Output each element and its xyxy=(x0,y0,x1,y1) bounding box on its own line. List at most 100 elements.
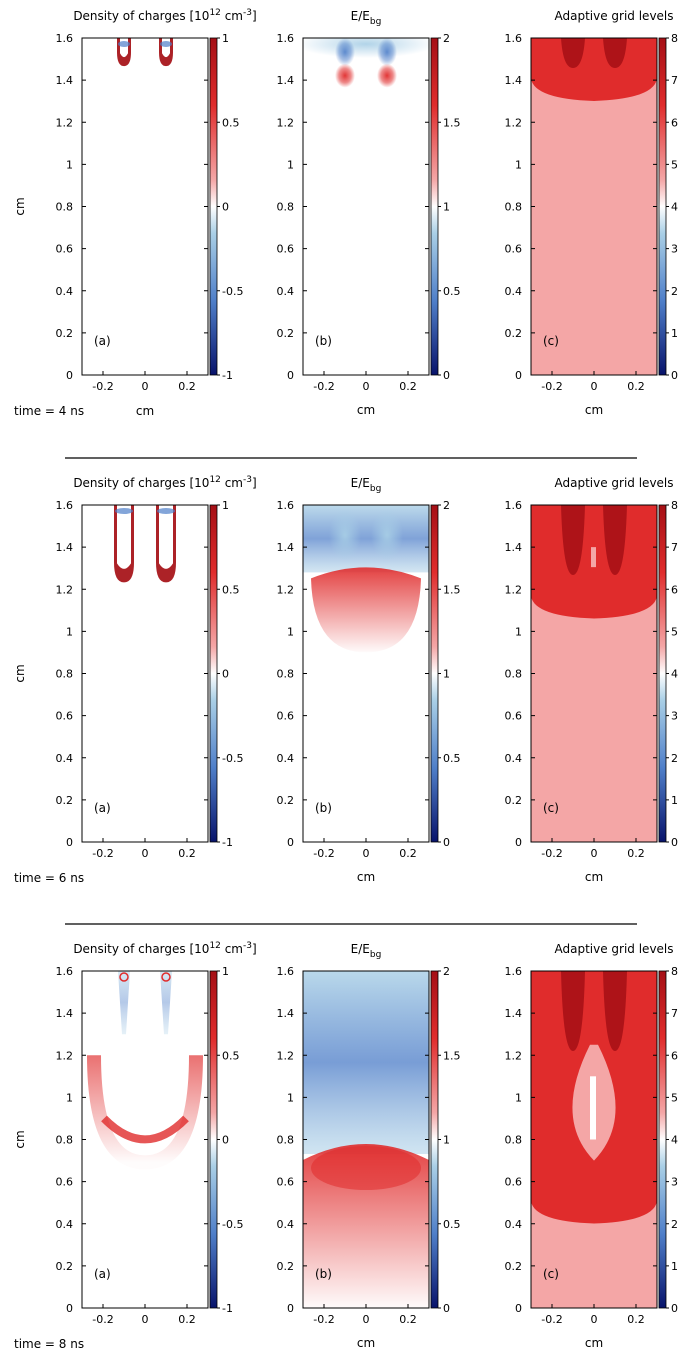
y-tick-label: 1.2 xyxy=(505,1049,523,1062)
panel-a: 0 0.2 0.4 0.6 0.8 1 1.2 1.4 1.6 -0.2 0 0.2 -1 -0.5 0 0.… xyxy=(13,8,257,418)
field-peak xyxy=(311,1146,421,1191)
y-tick-label: 0.6 xyxy=(56,710,74,723)
field-channel-1 xyxy=(335,38,355,66)
y-tick-label: 1.4 xyxy=(56,541,74,554)
panel-title: Density of charges [1012 cm-3] xyxy=(73,475,256,490)
colorbar-tick-label: 0.5 xyxy=(443,752,461,765)
y-tick-label: 0.2 xyxy=(277,1260,295,1273)
colorbar-tick-label: 1 xyxy=(671,794,678,807)
colorbar-tick-label: -0.5 xyxy=(222,1218,243,1231)
colorbar-tick-label: 6 xyxy=(671,1049,678,1062)
colorbar-tick-label: 8 xyxy=(671,32,678,45)
level-6-region xyxy=(531,38,657,101)
colorbar-tick-label: 0.5 xyxy=(222,1049,240,1062)
x-axis-label: cm xyxy=(585,870,603,884)
colorbar-tick-label: 2 xyxy=(443,499,450,512)
colorbar-tick-label: 0 xyxy=(671,836,678,849)
panel-label: (b) xyxy=(315,1267,332,1281)
x-axis-label: cm xyxy=(136,404,154,418)
colorbar-tick-label: 1 xyxy=(671,1260,678,1273)
y-tick-label: 1.2 xyxy=(277,1049,295,1062)
colorbar xyxy=(658,970,667,1309)
y-tick-label: 0.6 xyxy=(505,1176,523,1189)
colorbar-tick-label: 1 xyxy=(222,499,229,512)
charge-shell-front xyxy=(101,1115,189,1144)
panel-a: 0 0.2 0.4 0.6 0.8 1 1.2 1.4 1.6 -0.2 0 0.2 -1 -0.5 0 0.… xyxy=(13,475,257,860)
charge-channel-1 xyxy=(118,971,130,1035)
colorbar-tick-label: 0 xyxy=(671,369,678,382)
x-tick-label: 0.2 xyxy=(178,1313,196,1326)
panel-title: Adaptive grid levels xyxy=(554,476,673,490)
panel-title: Adaptive grid levels xyxy=(554,9,673,23)
colorbar-tick-label: 1.5 xyxy=(443,583,461,596)
panel-label: (a) xyxy=(94,334,111,348)
x-tick-label: 0.2 xyxy=(399,380,417,393)
panel-a: 0 0.2 0.4 0.6 0.8 1 1.2 1.4 1.6 -0.2 0 0.2 -1 -0.5 0 0.… xyxy=(13,941,257,1326)
y-tick-label: 0.2 xyxy=(505,327,523,340)
panel-title: E/Ebg xyxy=(351,9,382,27)
colorbar-tick-label: 1 xyxy=(443,201,450,214)
x-tick-label: 0.2 xyxy=(627,380,645,393)
colorbar-tick-label: 1.5 xyxy=(443,116,461,129)
y-tick-label: 0.6 xyxy=(277,1176,295,1189)
y-tick-label: 0.4 xyxy=(505,752,523,765)
colorbar xyxy=(430,504,439,843)
level-7-channel-2 xyxy=(603,38,627,68)
y-tick-label: 0.2 xyxy=(56,327,74,340)
colorbar-tick-label: 2 xyxy=(671,285,678,298)
y-tick-label: 1 xyxy=(515,158,522,171)
y-tick-label: 0.8 xyxy=(56,201,74,214)
y-tick-label: 1.2 xyxy=(505,583,523,596)
x-tick-label: 0 xyxy=(142,847,149,860)
colorbar-tick-label: 0 xyxy=(443,369,450,382)
unrefined-core xyxy=(590,1076,596,1140)
y-tick-label: 0.8 xyxy=(505,1134,523,1147)
panel-label: (b) xyxy=(315,801,332,815)
y-tick-label: 0.2 xyxy=(505,1260,523,1273)
field-front xyxy=(311,567,421,653)
colorbar-tick-label: 2 xyxy=(671,1218,678,1231)
y-tick-label: 1.6 xyxy=(56,32,74,45)
y-tick-label: 0 xyxy=(515,369,522,382)
snapshot-row-2: 0 0.2 0.4 0.6 0.8 1 1.2 1.4 1.6 -0.2 0 0.2 -1 -0.5 0 0.… xyxy=(13,475,678,925)
y-tick-label: 1 xyxy=(287,158,294,171)
panel-b: 0 0.2 0.4 0.6 0.8 1 1.2 1.4 1.6 -0.2 0 0.2 0 0.5 1 1.5 2… xyxy=(277,476,461,884)
y-tick-label: 0.4 xyxy=(505,1218,523,1231)
y-tick-label: 0.2 xyxy=(277,794,295,807)
time-label: time = 8 ns xyxy=(14,1337,84,1351)
x-tick-label: 0 xyxy=(591,847,598,860)
y-tick-label: 0.4 xyxy=(56,752,74,765)
x-tick-label: -0.2 xyxy=(92,1313,113,1326)
y-tick-label: 0.6 xyxy=(56,1176,74,1189)
y-tick-label: 1.4 xyxy=(277,74,295,87)
field-channel-2 xyxy=(371,509,403,561)
y-tick-label: 0.2 xyxy=(505,794,523,807)
panel-label: (a) xyxy=(94,1267,111,1281)
panel-label: (a) xyxy=(94,801,111,815)
y-tick-label: 1.4 xyxy=(505,541,523,554)
y-tick-label: 0.4 xyxy=(56,285,74,298)
y-tick-label: 1.6 xyxy=(277,965,295,978)
colorbar xyxy=(658,504,667,843)
level-7-channel-1 xyxy=(561,971,585,1051)
y-tick-label: 0.4 xyxy=(277,752,295,765)
panel-label: (c) xyxy=(543,1267,559,1281)
y-tick-label: 0.2 xyxy=(56,1260,74,1273)
y-tick-label: 0.6 xyxy=(277,243,295,256)
panel-label: (b) xyxy=(315,334,332,348)
x-axis-label: cm xyxy=(357,1336,375,1350)
level-7-channel-1 xyxy=(561,38,585,68)
y-tick-label: 0.2 xyxy=(56,794,74,807)
heatmap-b xyxy=(303,971,429,1308)
x-tick-label: -0.2 xyxy=(313,1313,334,1326)
colorbar-tick-label: 7 xyxy=(671,74,678,87)
panel-c: 0 0.2 0.4 0.6 0.8 1 1.2 1.4 1.6 -0.2 0 0.2 0 1 2 3 4 5 6 7 8… xyxy=(505,9,678,417)
colorbar-tick-label: -0.5 xyxy=(222,752,243,765)
level-7-channel-2 xyxy=(603,971,627,1051)
y-tick-label: 1.4 xyxy=(505,1007,523,1020)
colorbar-tick-label: 1.5 xyxy=(443,1049,461,1062)
x-tick-label: 0 xyxy=(142,1313,149,1326)
y-axis-label: cm xyxy=(13,664,27,682)
y-tick-label: 1 xyxy=(515,1091,522,1104)
y-tick-label: 1.4 xyxy=(56,74,74,87)
